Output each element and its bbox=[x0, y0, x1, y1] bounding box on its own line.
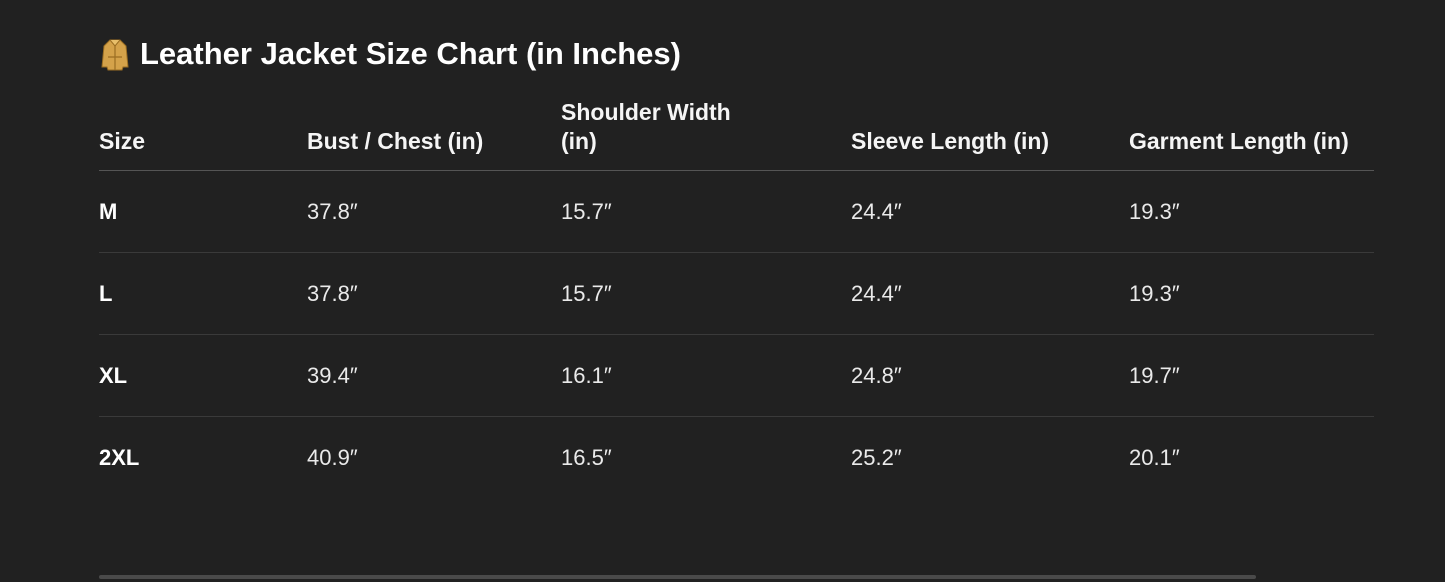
cell-size: XL bbox=[99, 334, 307, 417]
cell-garment: 20.1″ bbox=[1129, 444, 1180, 470]
page-title: Leather Jacket Size Chart (in Inches) bbox=[100, 36, 681, 72]
cell-bust: 39.4″ bbox=[307, 334, 561, 417]
cell-bust: 37.8″ bbox=[307, 170, 561, 253]
cell-sleeve: 25.2″ bbox=[851, 444, 902, 470]
table-row: XL 39.4″ 16.1″ 24.8″ 19.7″ bbox=[99, 334, 1374, 417]
cell-shoulder: 16.5″ bbox=[561, 444, 612, 470]
size-chart-table: Size Bust / Chest (in) Shoulder Width (i… bbox=[99, 98, 1374, 498]
header-garment: Garment Length (in) bbox=[1129, 98, 1374, 171]
cell-shoulder: 15.7″ bbox=[561, 170, 851, 253]
cell-size: L bbox=[99, 252, 307, 335]
header-size: Size bbox=[99, 98, 307, 171]
cell-shoulder: 15.7″ bbox=[561, 252, 851, 335]
cell-size: 2XL bbox=[99, 444, 140, 470]
header-row: Size Bust / Chest (in) Shoulder Width (i… bbox=[99, 98, 1374, 171]
table-row: 2XL 40.9″ 16.5″ 25.2″ 20.1″ bbox=[99, 417, 1374, 499]
cell-garment: 19.7″ bbox=[1129, 334, 1374, 417]
cell-sleeve: 24.4″ bbox=[851, 170, 1129, 253]
title-text: Leather Jacket Size Chart (in Inches) bbox=[140, 36, 681, 71]
coat-icon bbox=[100, 37, 130, 71]
cell-shoulder: 16.1″ bbox=[561, 334, 851, 417]
header-shoulder: Shoulder Width (in) bbox=[561, 98, 851, 171]
cell-sleeve: 24.8″ bbox=[851, 334, 1129, 417]
header-bust: Bust / Chest (in) bbox=[307, 98, 561, 171]
horizontal-scrollbar[interactable] bbox=[99, 575, 1256, 579]
cell-garment: 19.3″ bbox=[1129, 170, 1374, 253]
cell-sleeve: 24.4″ bbox=[851, 252, 1129, 335]
cell-size: M bbox=[99, 170, 307, 253]
table-row: M 37.8″ 15.7″ 24.4″ 19.3″ bbox=[99, 170, 1374, 253]
cell-garment: 19.3″ bbox=[1129, 252, 1374, 335]
cell-bust: 37.8″ bbox=[307, 252, 561, 335]
header-sleeve: Sleeve Length (in) bbox=[851, 98, 1129, 171]
cell-bust: 40.9″ bbox=[307, 444, 358, 470]
table-row: L 37.8″ 15.7″ 24.4″ 19.3″ bbox=[99, 252, 1374, 335]
